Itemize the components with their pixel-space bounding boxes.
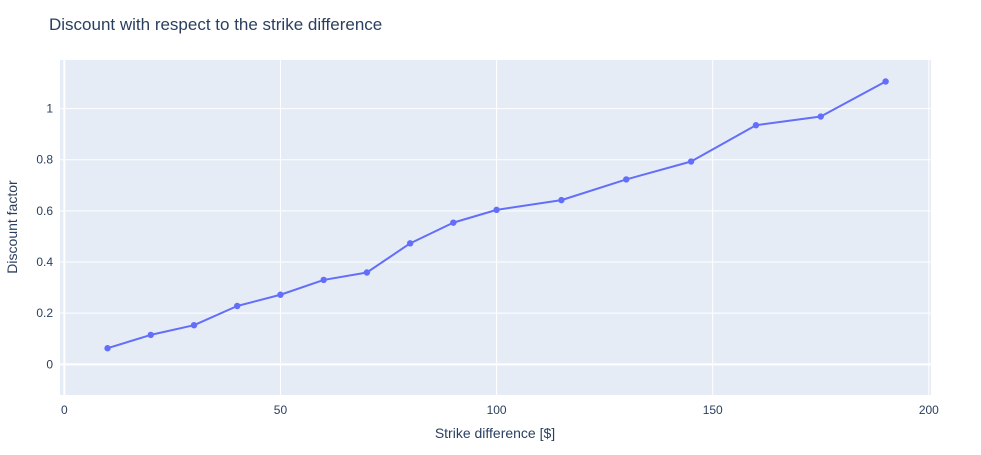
data-point[interactable] bbox=[558, 196, 565, 204]
x-tick-label: 200 bbox=[919, 403, 939, 417]
x-tick-label: 50 bbox=[274, 403, 288, 417]
y-axis-label: Discount factor bbox=[4, 180, 20, 274]
y-tick-label: 0.2 bbox=[36, 306, 53, 320]
y-tick-label: 0.4 bbox=[36, 255, 53, 269]
series-line bbox=[107, 80, 887, 350]
data-point[interactable] bbox=[406, 240, 414, 247]
data-point[interactable] bbox=[104, 345, 111, 352]
data-point[interactable] bbox=[363, 269, 371, 276]
axis-ticks: 0 50 100 150 200 0 0.2 0.4 0.6 0.8 1 bbox=[36, 102, 939, 417]
x-tick-label: 0 bbox=[61, 403, 68, 417]
data-point[interactable] bbox=[752, 122, 760, 129]
data-point[interactable] bbox=[147, 331, 154, 339]
data-point[interactable] bbox=[687, 158, 695, 165]
data-point[interactable] bbox=[450, 219, 457, 226]
data-point[interactable] bbox=[190, 321, 198, 329]
data-point[interactable] bbox=[882, 78, 889, 85]
data-point[interactable] bbox=[234, 302, 241, 310]
data-point[interactable] bbox=[817, 113, 824, 120]
chart-title: Discount with respect to the strike diff… bbox=[49, 15, 382, 34]
y-tick-label: 0 bbox=[46, 357, 53, 371]
y-tick-label: 0.8 bbox=[36, 153, 53, 167]
data-point[interactable] bbox=[623, 176, 630, 183]
y-tick-label: 1 bbox=[46, 102, 53, 116]
x-tick-label: 100 bbox=[487, 403, 507, 417]
plot-area bbox=[60, 60, 931, 395]
y-tick-label: 0.6 bbox=[36, 204, 53, 218]
data-point[interactable] bbox=[493, 206, 500, 214]
x-tick-label: 150 bbox=[703, 403, 723, 417]
series-layer bbox=[104, 78, 889, 352]
data-point[interactable] bbox=[320, 276, 327, 284]
x-axis-label: Strike difference [$] bbox=[435, 425, 555, 441]
data-point[interactable] bbox=[277, 291, 284, 298]
